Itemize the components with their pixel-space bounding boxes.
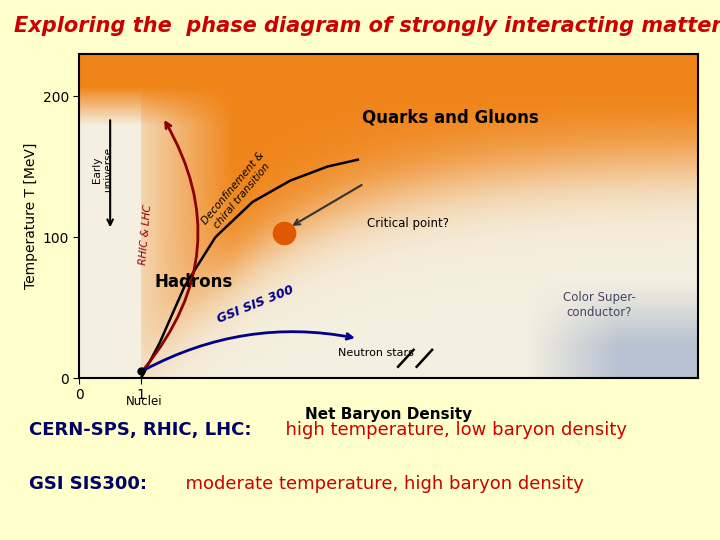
- Text: moderate temperature, high baryon density: moderate temperature, high baryon densit…: [151, 475, 584, 492]
- Text: GSI SIS 300: GSI SIS 300: [215, 284, 296, 326]
- Y-axis label: Temperature T [MeV]: Temperature T [MeV]: [24, 143, 38, 289]
- Text: Hadrons: Hadrons: [155, 273, 233, 291]
- Text: Neutron stars: Neutron stars: [338, 348, 414, 357]
- Text: Early
universe: Early universe: [92, 147, 114, 192]
- Text: RHIC & LHC: RHIC & LHC: [138, 204, 153, 265]
- Text: Exploring the  phase diagram of strongly interacting matter: Exploring the phase diagram of strongly …: [14, 16, 720, 36]
- Text: CERN-SPS, RHIC, LHC:: CERN-SPS, RHIC, LHC:: [29, 421, 251, 438]
- Text: GSI SIS300:: GSI SIS300:: [29, 475, 147, 492]
- Text: Color Super-
conductor?: Color Super- conductor?: [563, 291, 636, 319]
- Text: high temperature, low baryon density: high temperature, low baryon density: [274, 421, 626, 438]
- X-axis label: Net Baryon Density: Net Baryon Density: [305, 407, 472, 422]
- Text: Critical point?: Critical point?: [367, 217, 449, 230]
- Text: Nuclei: Nuclei: [126, 395, 163, 408]
- Text: Deconfinement &
chiral transition: Deconfinement & chiral transition: [199, 150, 275, 234]
- Text: Quarks and Gluons: Quarks and Gluons: [362, 109, 539, 126]
